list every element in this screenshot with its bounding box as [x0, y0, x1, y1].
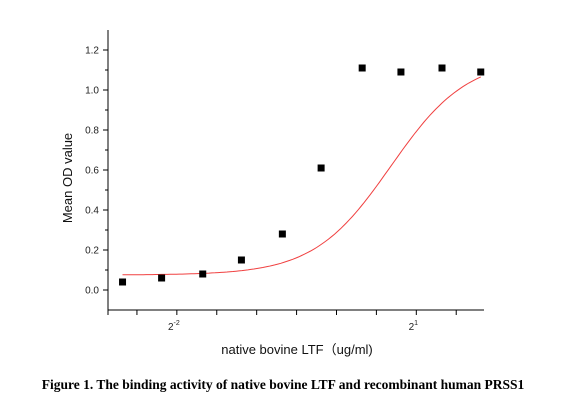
data-point [397, 68, 405, 76]
y-tick-label: 1.0 [85, 86, 99, 97]
data-points [119, 64, 485, 286]
data-point [477, 68, 485, 76]
x-tick-exponent: -2 [174, 320, 180, 327]
data-point [158, 274, 166, 282]
y-tick-label: 0.2 [85, 246, 99, 257]
data-point [199, 270, 207, 278]
y-axis-title: Mean OD value [60, 133, 75, 223]
y-tick-label: 0.6 [85, 166, 99, 177]
data-point [438, 64, 446, 72]
data-point [119, 278, 127, 286]
y-tick-label: 0.0 [85, 286, 99, 297]
data-point [237, 256, 245, 264]
fit-curve-layer [122, 76, 482, 276]
axes [107, 30, 484, 311]
x-tick-label: 21 [409, 320, 419, 333]
x-tick-exponent: 1 [414, 320, 418, 327]
x-tick-label: 2-2 [168, 320, 180, 333]
x-axis-title: native bovine LTF（ug/ml) [221, 342, 373, 357]
data-point [278, 230, 286, 238]
data-point [358, 64, 366, 72]
figure-caption: Figure 1. The binding activity of native… [41, 377, 525, 392]
ticks: 0.0 0.2 0.4 0.6 0.8 1.0 1.2 2-2 21 [85, 46, 457, 333]
data-point [317, 164, 325, 172]
y-tick-label: 0.4 [85, 206, 99, 217]
fit-curve [122, 76, 482, 276]
y-tick-label: 1.2 [85, 46, 99, 57]
y-tick-label: 0.8 [85, 126, 99, 137]
